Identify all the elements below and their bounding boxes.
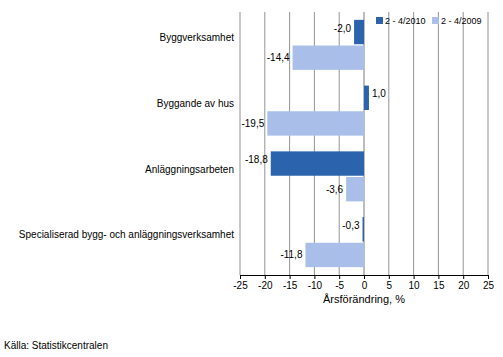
- tick: -25: [233, 275, 248, 291]
- bar: [364, 86, 369, 110]
- bar: [305, 243, 364, 267]
- tick: -15: [283, 275, 298, 291]
- tick-mark: [240, 275, 241, 279]
- tick: -20: [258, 275, 273, 291]
- tick: 20: [458, 275, 470, 291]
- tick-mark: [339, 275, 340, 279]
- tick: Byggande av hus: [157, 98, 234, 109]
- tick-label: -10: [308, 280, 323, 291]
- tick-label: 10: [409, 280, 421, 291]
- tick-mark: [265, 275, 266, 279]
- tick-label: 20: [458, 280, 470, 291]
- tick: 15: [433, 275, 445, 291]
- data-labels: -2,0 1,0 -18,8 -0,3 -14,4 -19,5 -3,6 -11,8: [241, 23, 386, 261]
- tick: -5: [335, 275, 344, 291]
- tick-label: 0: [362, 280, 368, 291]
- legend-item: 2 - 4/2009: [432, 16, 482, 26]
- y-axis: Byggverksamhet Byggande av hus Anläggnings…: [19, 32, 234, 240]
- tick: Specialiserad bygg- och anläggningsverks…: [19, 229, 234, 240]
- tick: -10: [308, 275, 323, 291]
- data-label: 1,0: [372, 88, 386, 99]
- category-label: Anläggningsarbeten: [145, 164, 234, 175]
- legend-swatch: [432, 17, 439, 24]
- data-label: -2,0: [334, 23, 352, 34]
- category-label: Byggverksamhet: [160, 32, 235, 43]
- tick-mark: [290, 275, 291, 279]
- grid: [240, 12, 488, 275]
- tick: 10: [409, 275, 421, 291]
- tick-label: -25: [233, 280, 248, 291]
- source: Källa: Statistikcentralen: [4, 340, 108, 351]
- data-label: -14,4: [267, 52, 290, 63]
- tick-label: -5: [335, 280, 344, 291]
- bar: [363, 217, 364, 241]
- bar: [293, 46, 364, 70]
- grid-line: [488, 12, 489, 275]
- tick-label: -15: [283, 280, 298, 291]
- grid-line: [264, 12, 265, 275]
- bars: [267, 20, 369, 267]
- data-label: -18,8: [245, 154, 268, 165]
- category-label: Specialiserad bygg- och anläggningsverks…: [19, 229, 234, 240]
- tick-mark: [414, 275, 415, 279]
- legend-item: 2 - 4/2010: [376, 16, 426, 26]
- bar: [271, 151, 364, 175]
- tick: Anläggningsarbeten: [145, 164, 234, 175]
- tick-label: 5: [387, 280, 393, 291]
- tick-mark: [364, 275, 365, 279]
- tick-label: 15: [433, 280, 445, 291]
- tick: 25: [483, 275, 495, 291]
- x-axis: -25 -20 -15 -10 -5 0 5 10 15 20 25: [233, 275, 494, 291]
- tick-mark: [463, 275, 464, 279]
- tick-mark: [438, 275, 439, 279]
- bar: [354, 20, 364, 44]
- plot: -2,01,0-18,8-0,3-14,4-19,5-3,6-11,8-25-2…: [19, 12, 495, 291]
- category-label: Byggande av hus: [157, 98, 234, 109]
- bar: [267, 111, 364, 135]
- tick-mark: [389, 275, 390, 279]
- bar: [346, 177, 364, 201]
- data-label: -3,6: [326, 184, 344, 195]
- grid-line: [438, 12, 439, 275]
- tick: Byggverksamhet: [160, 32, 235, 43]
- tick: 5: [387, 275, 393, 291]
- grid-line: [463, 12, 464, 275]
- legend: 2 - 4/2010 2 - 4/2009: [376, 16, 482, 26]
- data-label: -0,3: [342, 220, 360, 231]
- legend-label: 2 - 4/2010: [385, 16, 426, 26]
- axis-line: [241, 276, 489, 280]
- x-axis-title: Årsförändring, %: [323, 293, 405, 305]
- tick-label: 25: [483, 280, 495, 291]
- grid-line: [388, 12, 389, 275]
- chart: -2,01,0-18,8-0,3-14,4-19,5-3,6-11,8-25-2…: [0, 0, 503, 357]
- tick-mark: [314, 275, 315, 279]
- legend-label: 2 - 4/2009: [441, 16, 482, 26]
- data-label: -11,8: [280, 249, 302, 260]
- data-label: -19,5: [241, 118, 264, 129]
- legend-swatch: [376, 17, 383, 24]
- tick-mark: [488, 275, 489, 279]
- tick-label: -20: [258, 280, 273, 291]
- grid-line: [240, 12, 241, 275]
- grid-line: [413, 12, 414, 275]
- tick: 0: [362, 275, 368, 291]
